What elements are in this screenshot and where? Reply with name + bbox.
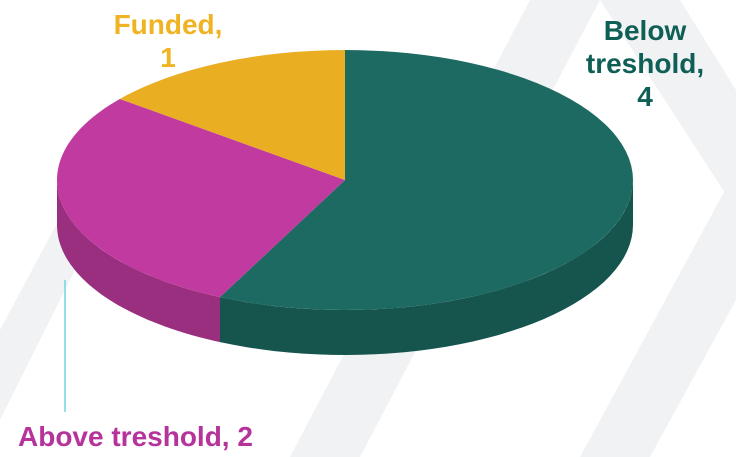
slice — [56, 98, 345, 298]
data-label: Above treshold, 2 — [18, 421, 253, 452]
slice-side — [57, 180, 220, 343]
slice-side — [220, 180, 633, 355]
data-label: Below treshold, 4 — [585, 15, 705, 112]
slice — [220, 50, 634, 310]
slice — [119, 50, 345, 180]
data-label: Funded, 1 — [113, 9, 223, 73]
